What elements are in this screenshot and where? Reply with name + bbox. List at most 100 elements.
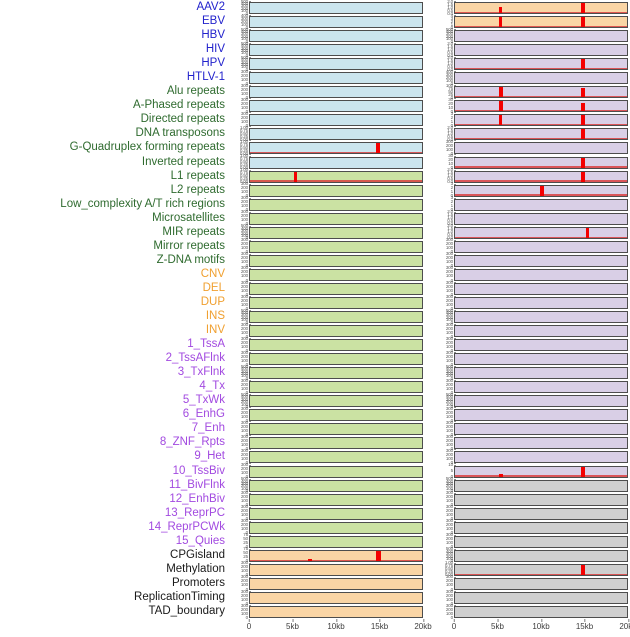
plot-area (454, 44, 628, 57)
track-right-28: 0 100 200 300 400 500 (433, 391, 628, 409)
row-label-tad-boundary: TAD_boundary (148, 604, 226, 617)
y-tick-label: 300 (240, 504, 252, 510)
y-tick-label: 100 (240, 287, 252, 293)
peak-bar (581, 17, 586, 28)
y-tick-label: 300 (445, 279, 457, 285)
y-tick-label: 300 (240, 405, 252, 411)
baseline (455, 180, 627, 182)
y-tick-label: 500 (445, 391, 457, 397)
y-tick-label: 500 (240, 54, 252, 60)
peak-bar (498, 474, 504, 477)
track-left-40: 0 100 200 300 (228, 560, 423, 577)
baseline (455, 166, 627, 168)
y-tick-label: 100 (240, 498, 252, 504)
plot-area (454, 282, 628, 295)
track-right-9: 0.0 0.5 1.0 1.5 2.0 (433, 125, 628, 142)
y-tick-label: 300 (240, 419, 252, 425)
x-tick-label: 10kb (327, 618, 345, 631)
y-tick-label: 300 (240, 82, 252, 88)
y-tick-label: 200 (240, 381, 252, 387)
track-right-23: 0 100 200 300 (433, 321, 628, 338)
row-label-10-tssbiv: 10_TssBiv (172, 464, 225, 477)
track-left-32: 0 100 200 300 (228, 448, 423, 465)
row-label-mir-repeats: MIR repeats (162, 225, 225, 238)
plot-area (249, 437, 423, 450)
track-right-40: 0.00 0.25 0.50 0.75 1.00 (433, 561, 628, 577)
track-right-33: 0 5 10 (433, 462, 628, 479)
row-label-mirror-repeats: Mirror repeats (153, 239, 225, 252)
row-label-promoters: Promoters (171, 576, 225, 589)
plot-area (454, 30, 628, 43)
y-tick-label: 200 (240, 508, 252, 514)
y-tick-label: 1.00 (239, 167, 252, 173)
y-tick-label: 4 (450, 12, 457, 18)
row-label-l2-repeats: L2 repeats (170, 183, 225, 196)
track-right-42: 0 100 200 300 (433, 589, 628, 605)
track-left-26: 0 100 200 300 400 500 (228, 363, 423, 380)
y-tick-label: 300 (240, 209, 252, 215)
y-tick-label: 10 (448, 462, 456, 468)
plot-area (454, 591, 628, 604)
plot-area (249, 605, 423, 618)
row-label-dup: DUP (200, 295, 225, 308)
y-tick-label: 200 (240, 606, 252, 612)
y-tick-label: 500 (445, 26, 457, 32)
y-tick-label: 3 (450, 195, 457, 201)
track-right-7: 0 10 20 30 (433, 96, 628, 114)
plot-area (249, 268, 423, 281)
plot-area (249, 549, 423, 562)
row-label-12-enhbiv: 12_EnhBiv (169, 492, 225, 505)
y-tick-label: 100 (240, 329, 252, 335)
y-tick-label: 300 (445, 490, 457, 496)
plot-area (454, 451, 628, 464)
peak-bar (498, 87, 504, 98)
y-tick-label: 500 (240, 363, 252, 369)
peak-bar (293, 171, 298, 182)
y-tick-label: 100 (240, 568, 252, 574)
y-tick-label: 500 (240, 223, 252, 229)
baseline (455, 138, 627, 140)
y-tick-label: 200 (445, 283, 457, 289)
row-label-9-het: 9_Het (194, 450, 225, 463)
peak-bar (581, 103, 586, 112)
y-tick-label: 2.0 (447, 54, 456, 60)
y-tick-label: 300 (445, 321, 457, 327)
track-right-41: 0 100 200 300 (433, 575, 628, 591)
row-label-directed-repeats: Directed repeats (140, 113, 225, 126)
plot-area (249, 44, 423, 57)
plot-area (249, 465, 423, 478)
track-left-28: 0 100 200 300 400 500 (228, 392, 423, 409)
plot-area (454, 437, 628, 450)
y-tick-label: 100 (445, 442, 457, 448)
baseline (455, 236, 627, 238)
x-tick-label: 15kb (370, 618, 389, 631)
y-tick-label: 100 (240, 273, 252, 279)
peak-bar (308, 559, 313, 561)
y-tick-label: 3 (450, 181, 457, 187)
y-tick-label: 30 (448, 96, 456, 102)
y-tick-label: 100 (240, 245, 252, 251)
y-tick-label: 300 (445, 405, 457, 411)
y-tick-label: 2.0 (447, 125, 456, 131)
plot-area (249, 296, 423, 309)
track-left-23: 0 100 200 300 (228, 322, 423, 338)
track-left-39: 0 25 50 75 (228, 547, 423, 563)
baseline (455, 96, 627, 98)
track-left-14: 0 100 200 300 (228, 196, 423, 212)
y-tick-label: 100 (445, 357, 457, 363)
track-left-36: 0 100 200 300 (228, 504, 423, 521)
y-tick-label: 200 (240, 86, 252, 92)
row-label-14-reprpcwk: 14_ReprPCWk (148, 520, 225, 533)
track-left-8: 0 100 200 300 (228, 111, 423, 128)
y-tick-label: 100 (240, 442, 252, 448)
plot-area (454, 409, 628, 422)
plot-area (249, 282, 423, 295)
peak-bar (498, 17, 503, 28)
y-tick-label: 300 (240, 560, 252, 566)
row-label-dna-transposons: DNA transposons (135, 127, 226, 140)
peak-bar (498, 7, 503, 14)
y-tick-label: 500 (240, 476, 252, 482)
y-tick-label: 200 (240, 297, 252, 303)
peak-bar (581, 171, 586, 182)
peak-bar (581, 87, 586, 98)
